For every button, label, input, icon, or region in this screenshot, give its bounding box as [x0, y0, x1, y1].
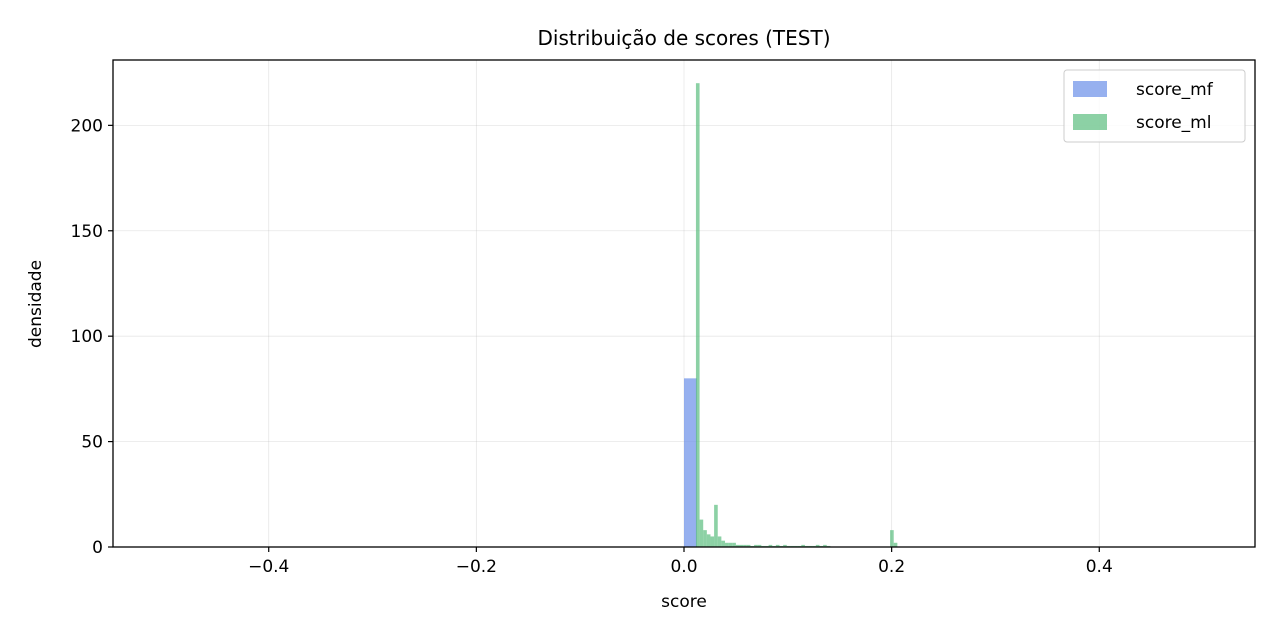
x-tick-label: 0.2 [878, 557, 905, 577]
histogram-bar [757, 544, 762, 547]
legend-swatch [1073, 81, 1107, 97]
histogram-bars [684, 83, 898, 547]
legend-box [1063, 69, 1246, 143]
histogram-bar [728, 542, 733, 547]
histogram-bar [710, 536, 715, 547]
y-tick-label: 150 [71, 222, 103, 242]
histogram-bar [699, 519, 704, 547]
series-score_ml [695, 83, 898, 547]
chart-title: Distribuição de scores (TEST) [537, 26, 830, 50]
histogram-bar [823, 544, 827, 547]
histogram-bar [775, 544, 780, 547]
histogram-bar [703, 530, 707, 547]
x-tick-label: −0.4 [248, 557, 289, 577]
histogram-bar [695, 83, 700, 547]
legend-swatch [1073, 114, 1107, 130]
histogram-bar [721, 540, 726, 547]
x-tick-label: −0.2 [456, 557, 497, 577]
histogram-bar [783, 544, 787, 547]
x-axis-label: score [661, 592, 707, 612]
y-tick-label: 100 [71, 327, 103, 347]
histogram-bar [725, 542, 729, 547]
legend-label: score_ml [1136, 113, 1211, 133]
y-tick-label: 50 [81, 433, 103, 453]
histogram-bar [706, 534, 711, 547]
histogram-bar [684, 378, 697, 547]
histogram-bar [768, 544, 773, 547]
histogram-bar [743, 544, 747, 547]
y-tick-label: 200 [71, 116, 103, 136]
histogram-bar [893, 542, 898, 547]
histogram-bar [717, 536, 722, 547]
histogram-bar [890, 530, 894, 547]
histogram-bar [735, 544, 740, 547]
axis-ticks: −0.4 −0.2 0.0 0.2 0.4 0 50 100 150 200 [71, 116, 1113, 577]
series-score_mf [684, 378, 697, 547]
legend-label: score_mf [1136, 80, 1214, 100]
histogram-bar [714, 504, 718, 547]
histogram-bar [754, 544, 758, 547]
histogram-bar [739, 544, 744, 547]
histogram-bar [732, 542, 736, 547]
x-tick-label: 0.4 [1086, 557, 1113, 577]
legend: score_mf score_ml [1063, 69, 1246, 143]
histogram-bar [815, 544, 820, 547]
histogram-bar [801, 544, 805, 547]
histogram-bar [746, 544, 751, 547]
y-tick-label: 0 [92, 538, 103, 558]
x-tick-label: 0.0 [670, 557, 697, 577]
y-axis-label: densidade [26, 260, 46, 348]
